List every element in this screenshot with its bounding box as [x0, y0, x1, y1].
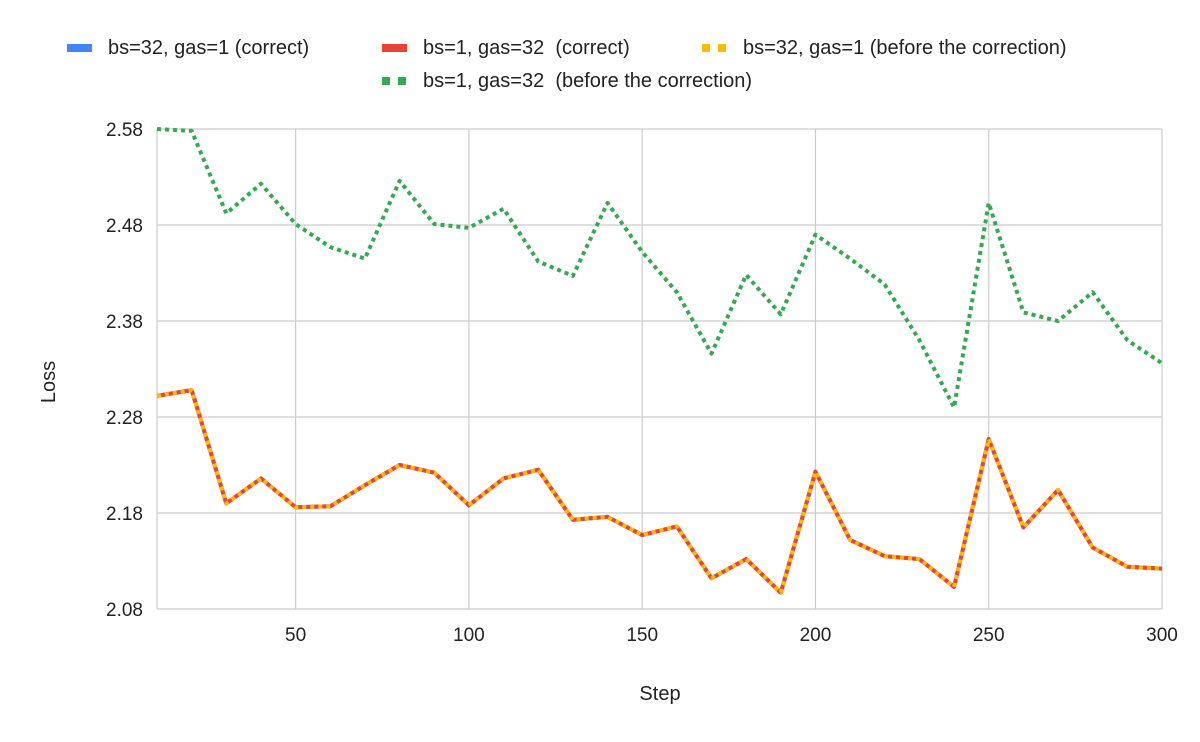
legend-swatch-1: [67, 44, 92, 52]
legend-swatch-2: [382, 44, 407, 52]
legend: bs=32, gas=1 (correct) bs=1, gas=32 (corr…: [67, 37, 1067, 92]
x-tick-label: 150: [626, 625, 658, 646]
x-axis-ticks: 50 100 150 200 250 300: [285, 625, 1178, 646]
x-tick-label: 300: [1146, 625, 1178, 646]
y-tick-label: 2.58: [106, 120, 143, 141]
legend-swatch-3: [702, 44, 710, 52]
x-tick-label: 100: [453, 625, 485, 646]
series-line-2: [156, 388, 1163, 595]
x-tick-label: 200: [800, 625, 832, 646]
y-tick-label: 2.28: [106, 408, 143, 429]
legend-label-1: bs=32, gas=1 (correct): [108, 37, 309, 59]
legend-swatch-4: [382, 77, 390, 85]
legend-swatch-3: [718, 44, 726, 52]
x-axis-title: Step: [639, 683, 680, 705]
legend-label-3: bs=32, gas=1 (before the correction): [743, 37, 1067, 59]
y-tick-label: 2.38: [106, 312, 143, 333]
series-lines: [156, 127, 1164, 595]
x-tick-label: 250: [973, 625, 1005, 646]
legend-swatch-4: [398, 77, 406, 85]
series-line-4: [156, 127, 1164, 410]
legend-label-4: bs=1, gas=32 (before the correction): [423, 70, 752, 92]
y-axis-title: Loss: [38, 361, 60, 403]
y-tick-label: 2.48: [106, 216, 143, 237]
y-tick-label: 2.18: [106, 504, 143, 525]
y-tick-label: 2.08: [106, 600, 143, 621]
legend-label-2: bs=1, gas=32 (correct): [423, 37, 630, 59]
series-line-3: [156, 388, 1163, 595]
y-axis-ticks: 2.08 2.18 2.28 2.38 2.48 2.58: [106, 120, 143, 621]
x-tick-label: 50: [285, 625, 306, 646]
gridlines: [156, 128, 1163, 610]
